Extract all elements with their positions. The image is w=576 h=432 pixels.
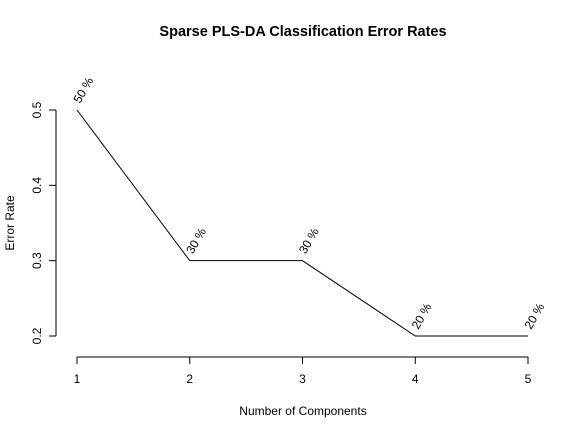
x-axis-label: Number of Components <box>239 404 366 418</box>
x-tick-label: 5 <box>525 372 532 386</box>
x-axis-ticks: 1 2 3 4 5 <box>74 357 532 386</box>
y-axis-label: Error Rate <box>3 195 17 251</box>
x-tick-label: 2 <box>186 372 193 386</box>
y-tick-label: 0.2 <box>30 327 44 344</box>
y-axis-ticks: 0.2 0.3 0.4 0.5 <box>30 101 56 344</box>
data-label: 20 % <box>409 301 435 332</box>
data-label: 50 % <box>70 75 96 106</box>
x-tick-label: 3 <box>299 372 306 386</box>
data-labels: 50 % 30 % 30 % 20 % 20 % <box>70 75 547 332</box>
y-tick-label: 0.3 <box>30 252 44 269</box>
x-tick-label: 4 <box>412 372 419 386</box>
y-tick-label: 0.5 <box>30 101 44 118</box>
error-rate-line <box>76 109 528 337</box>
chart-title: Sparse PLS-DA Classification Error Rates <box>159 24 446 40</box>
data-label: 30 % <box>183 225 209 256</box>
y-tick-label: 0.4 <box>30 177 44 194</box>
data-label: 20 % <box>521 301 547 332</box>
x-tick-label: 1 <box>74 372 81 386</box>
data-label: 30 % <box>296 225 322 256</box>
